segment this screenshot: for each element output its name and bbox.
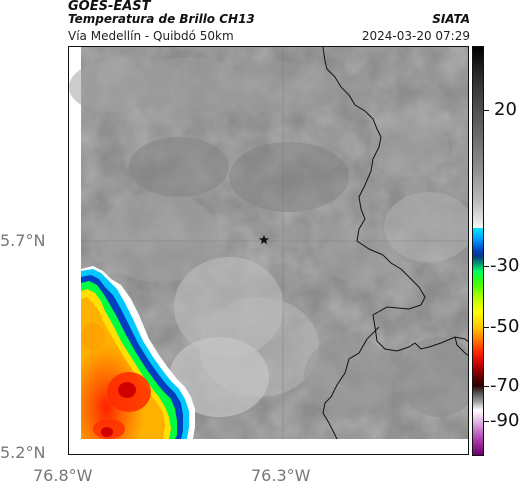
lon-tick-label: 76.8°W	[33, 466, 93, 485]
colorbar-label: 20	[494, 99, 517, 120]
boundary-line	[454, 336, 468, 357]
brightness-temperature-map	[69, 47, 468, 454]
colorbar-tick	[484, 421, 489, 422]
region-subtitle: Vía Medellín - Quibdó 50km	[68, 29, 234, 43]
product-title: Temperatura de Brillo CH13	[68, 12, 255, 26]
colorbar-tick	[484, 386, 489, 387]
colorbar-tick	[484, 110, 489, 111]
lon-tick-label: 76.3°W	[251, 466, 311, 485]
colorbar-label: -30	[490, 255, 520, 276]
boundary-line	[322, 47, 468, 352]
colorbar-label: -90	[490, 410, 520, 431]
lat-tick-label: 5.2°N	[0, 443, 46, 462]
brand-label: SIATA	[432, 12, 470, 26]
lat-tick-label: 5.7°N	[0, 231, 46, 250]
colorbar-label: -70	[490, 375, 520, 396]
map-panel	[68, 46, 469, 455]
boundary-line	[322, 326, 380, 440]
colorbar-label: -50	[490, 316, 520, 337]
timestamp: 2024-03-20 07:29	[361, 29, 470, 43]
colorbar-tick	[484, 327, 489, 328]
colorbar-tick	[484, 266, 489, 267]
colorbar	[472, 46, 484, 456]
star-icon	[259, 235, 269, 245]
satellite-name: GOES-EAST	[68, 0, 151, 14]
